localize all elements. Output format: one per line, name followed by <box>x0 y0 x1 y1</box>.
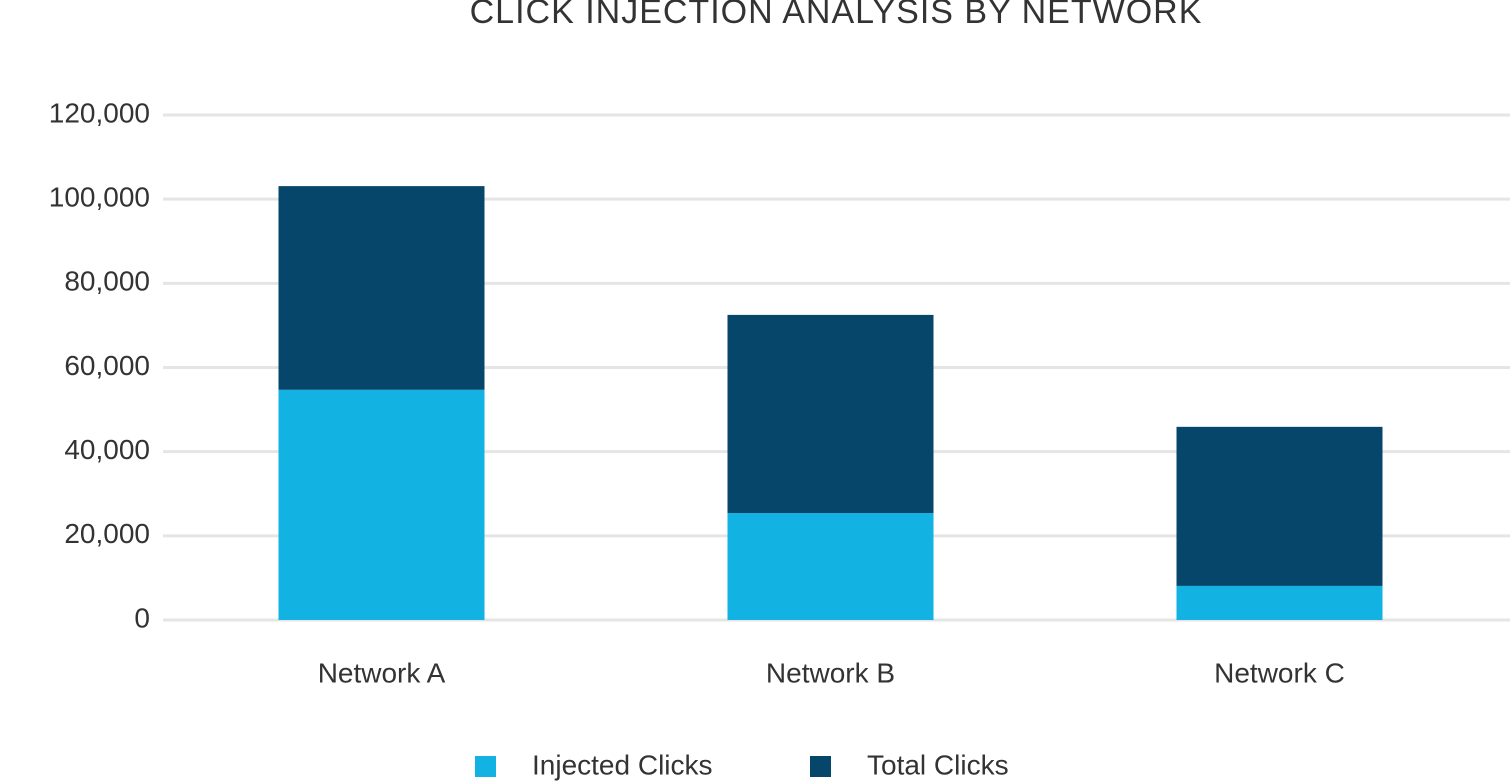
y-tick-label: 20,000 <box>64 518 150 549</box>
y-tick-label: 60,000 <box>64 350 150 381</box>
y-tick-label: 100,000 <box>49 182 150 213</box>
bar-segment <box>278 186 485 390</box>
chart-title: CLICK INJECTION ANALYSIS BY NETWORK <box>470 0 1203 31</box>
y-tick-label: 0 <box>134 602 150 633</box>
bar-segment <box>1176 426 1383 586</box>
bar-segment <box>727 314 934 514</box>
legend-swatch <box>810 756 831 777</box>
x-tick-label: Network A <box>318 657 446 688</box>
x-tick-label: Network C <box>1214 657 1345 688</box>
legend-label: Total Clicks <box>867 749 1009 780</box>
y-tick-label: 40,000 <box>64 434 150 465</box>
y-tick-label: 120,000 <box>49 97 150 128</box>
bar-segment <box>1176 585 1383 620</box>
x-tick-label: Network B <box>766 657 895 688</box>
y-tick-label: 80,000 <box>64 266 150 297</box>
bar-segment <box>278 389 485 620</box>
bar-segment <box>727 513 934 620</box>
legend-swatch <box>475 756 496 777</box>
legend-label: Injected Clicks <box>532 749 713 780</box>
